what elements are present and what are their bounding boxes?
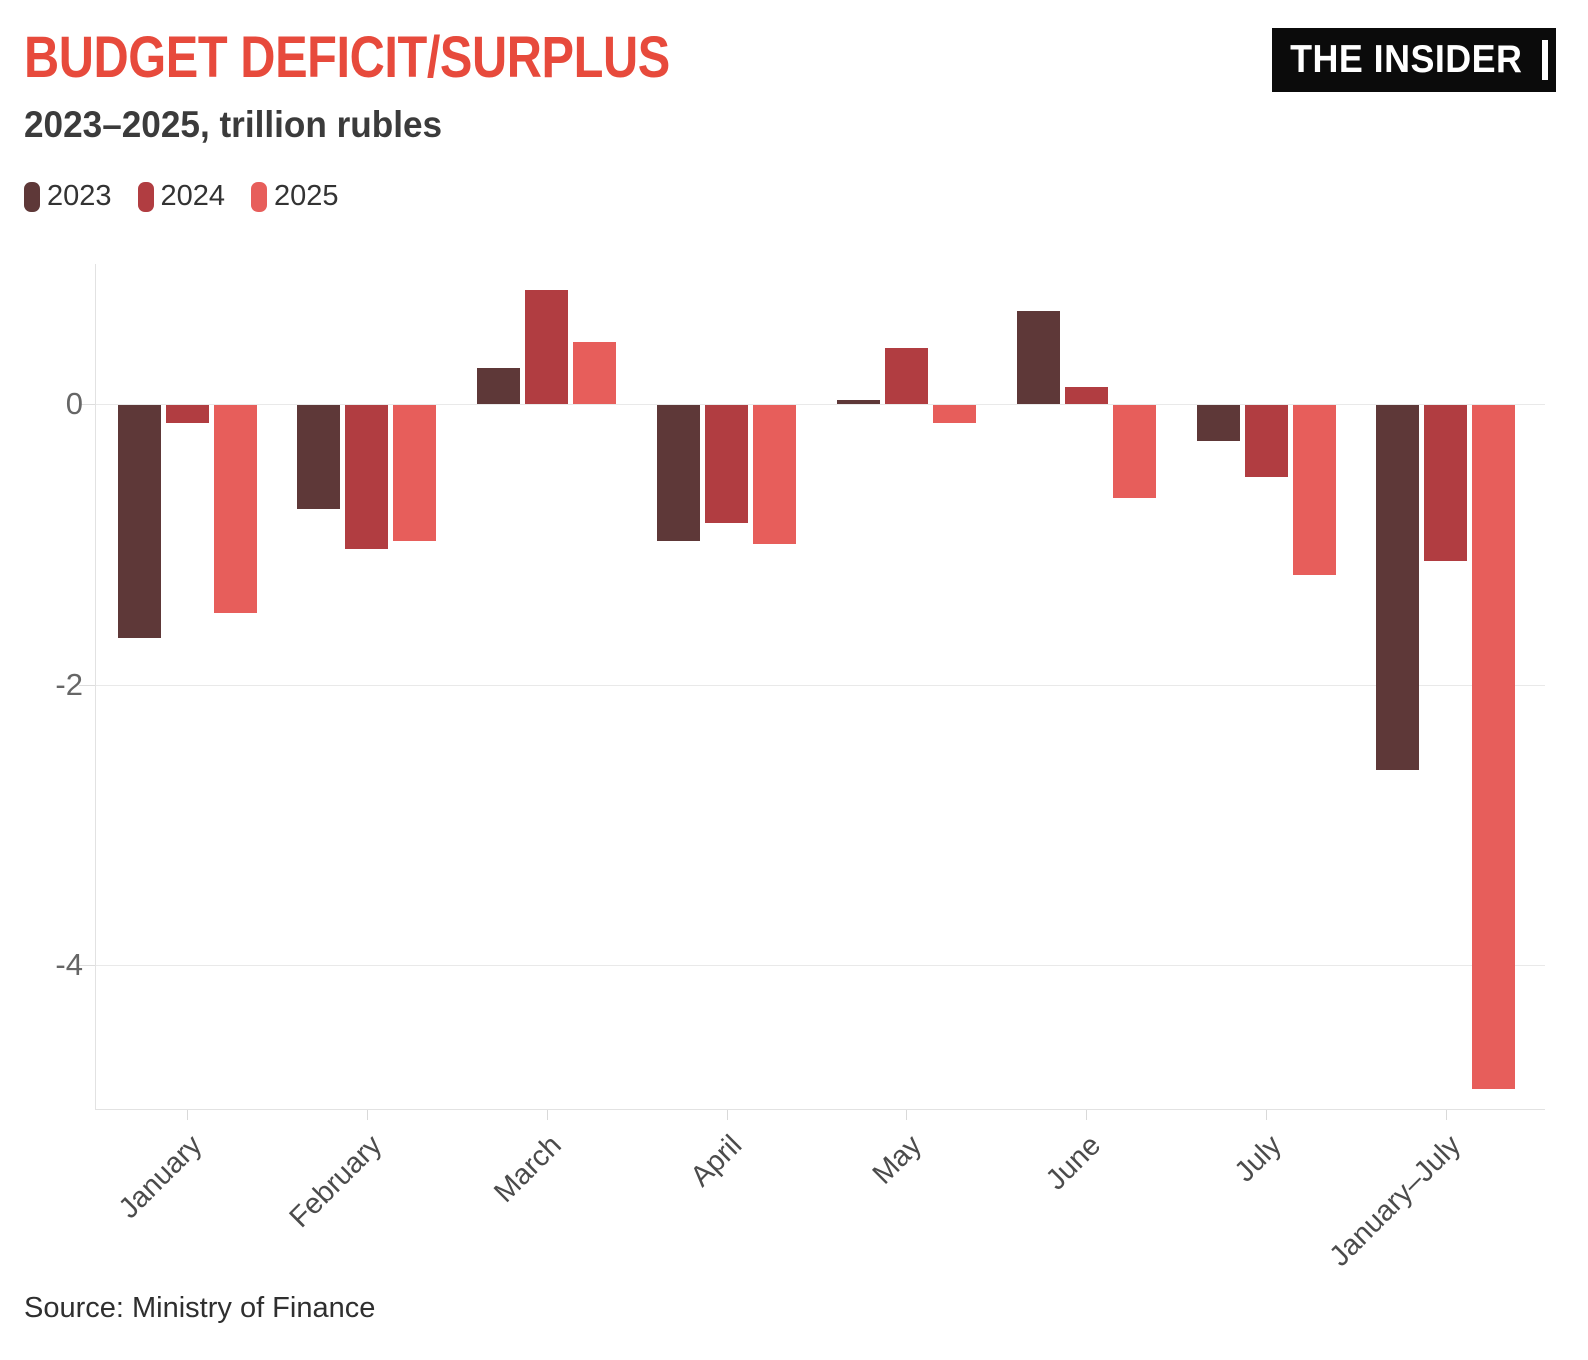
xlabel-july: July: [1228, 1129, 1288, 1189]
xlabel-june: June: [1040, 1129, 1108, 1197]
bar-2025-april: [753, 405, 797, 544]
bar-2023-april: [657, 405, 701, 542]
ytick--4: [79, 965, 95, 966]
bar-2025-january: [213, 405, 257, 613]
bar-2023-june: [1016, 311, 1060, 404]
legend-swatch-2023-icon: [24, 181, 40, 212]
source-note: Source: Ministry of Finance: [24, 1292, 376, 1324]
xtick-january-july: [1445, 1110, 1447, 1120]
gridline--2: [95, 684, 1545, 686]
bar-2025-january-july: [1472, 405, 1516, 1090]
bar-2024-may: [884, 347, 928, 404]
xtick-may: [906, 1110, 908, 1120]
ytick-0: [79, 404, 95, 405]
xtick-february: [366, 1110, 368, 1120]
bar-2023-may: [836, 399, 880, 404]
bar-2024-january-july: [1424, 405, 1468, 561]
logo-cursor-bar: [1541, 40, 1548, 80]
xtick-july: [1266, 1110, 1268, 1120]
bar-2024-july: [1244, 405, 1288, 477]
gridline-0: [95, 404, 1545, 405]
the-insider-logo: THE INSIDER: [1272, 28, 1556, 92]
bar-2023-january-july: [1376, 405, 1420, 770]
bar-2025-july: [1292, 405, 1336, 575]
chart-title: BUDGET DEFICIT/SURPLUS: [24, 25, 670, 90]
x-axis-line: [95, 1109, 1545, 1110]
xlabel-january-july: January–July: [1323, 1129, 1468, 1273]
logo-text: THE INSIDER: [1290, 38, 1523, 81]
legend-label-2025: 2025: [274, 180, 339, 212]
legend: 2023 2024 2025: [24, 180, 365, 213]
xtick-april: [726, 1110, 728, 1120]
legend-item-2025: 2025: [251, 180, 339, 213]
legend-item-2024: 2024: [137, 180, 226, 213]
ytick-label-0: 0: [65, 386, 83, 421]
bar-2024-march: [525, 290, 569, 404]
bar-2025-may: [932, 405, 976, 424]
xlabel-april: April: [684, 1129, 748, 1193]
bar-2024-january: [165, 405, 209, 424]
bar-2023-january: [117, 405, 161, 638]
xlabel-may: May: [866, 1129, 928, 1191]
bar-2024-april: [705, 405, 749, 523]
legend-label-2023: 2023: [47, 180, 112, 212]
xtick-march: [546, 1110, 548, 1120]
ytick-label--2: -2: [55, 666, 83, 702]
legend-swatch-2024-icon: [137, 181, 154, 212]
xtick-june: [1086, 1110, 1088, 1120]
bar-2023-march: [477, 367, 521, 404]
xtick-january: [187, 1110, 188, 1120]
bar-2025-march: [573, 342, 617, 404]
bar-2023-july: [1196, 405, 1240, 442]
legend-swatch-2025-icon: [251, 181, 268, 212]
chart-subtitle: 2023–2025, trillion rubles: [24, 104, 443, 145]
gridline--4: [95, 965, 1545, 966]
xlabel-march: March: [488, 1129, 568, 1209]
bar-2025-february: [393, 405, 437, 542]
ytick-label--4: -4: [55, 947, 83, 982]
xlabel-february: February: [283, 1129, 389, 1234]
y-axis-line: [95, 264, 96, 1109]
legend-item-2023: 2023: [24, 180, 112, 213]
bar-2024-february: [345, 405, 389, 550]
bar-2023-february: [297, 405, 341, 509]
xlabel-january: January: [112, 1129, 209, 1225]
ytick--2: [79, 684, 95, 686]
bar-2025-june: [1112, 405, 1156, 498]
bar-2024-june: [1064, 387, 1108, 404]
legend-label-2024: 2024: [160, 180, 226, 212]
